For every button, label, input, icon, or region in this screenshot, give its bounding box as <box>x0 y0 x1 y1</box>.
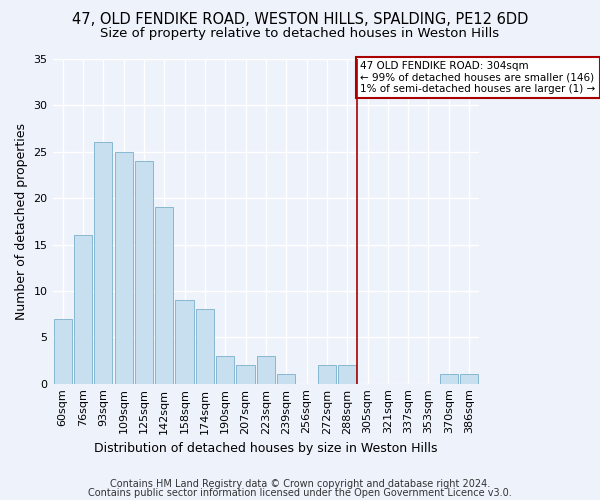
Bar <box>257 356 275 384</box>
Bar <box>94 142 112 384</box>
Bar <box>155 208 173 384</box>
Bar <box>53 318 72 384</box>
Text: Size of property relative to detached houses in Weston Hills: Size of property relative to detached ho… <box>100 28 500 40</box>
Text: 47 OLD FENDIKE ROAD: 304sqm
← 99% of detached houses are smaller (146)
1% of sem: 47 OLD FENDIKE ROAD: 304sqm ← 99% of det… <box>361 61 596 94</box>
Bar <box>135 161 153 384</box>
Text: Contains HM Land Registry data © Crown copyright and database right 2024.: Contains HM Land Registry data © Crown c… <box>110 479 490 489</box>
Bar <box>196 310 214 384</box>
Bar <box>460 374 478 384</box>
X-axis label: Distribution of detached houses by size in Weston Hills: Distribution of detached houses by size … <box>94 442 437 455</box>
Y-axis label: Number of detached properties: Number of detached properties <box>15 123 28 320</box>
Bar <box>277 374 295 384</box>
Bar <box>74 236 92 384</box>
Text: 47, OLD FENDIKE ROAD, WESTON HILLS, SPALDING, PE12 6DD: 47, OLD FENDIKE ROAD, WESTON HILLS, SPAL… <box>72 12 528 28</box>
Bar <box>318 365 336 384</box>
Bar <box>216 356 235 384</box>
Text: Contains public sector information licensed under the Open Government Licence v3: Contains public sector information licen… <box>88 488 512 498</box>
Bar <box>115 152 133 384</box>
Bar <box>175 300 194 384</box>
Bar <box>236 365 255 384</box>
Bar <box>338 365 356 384</box>
Bar <box>440 374 458 384</box>
